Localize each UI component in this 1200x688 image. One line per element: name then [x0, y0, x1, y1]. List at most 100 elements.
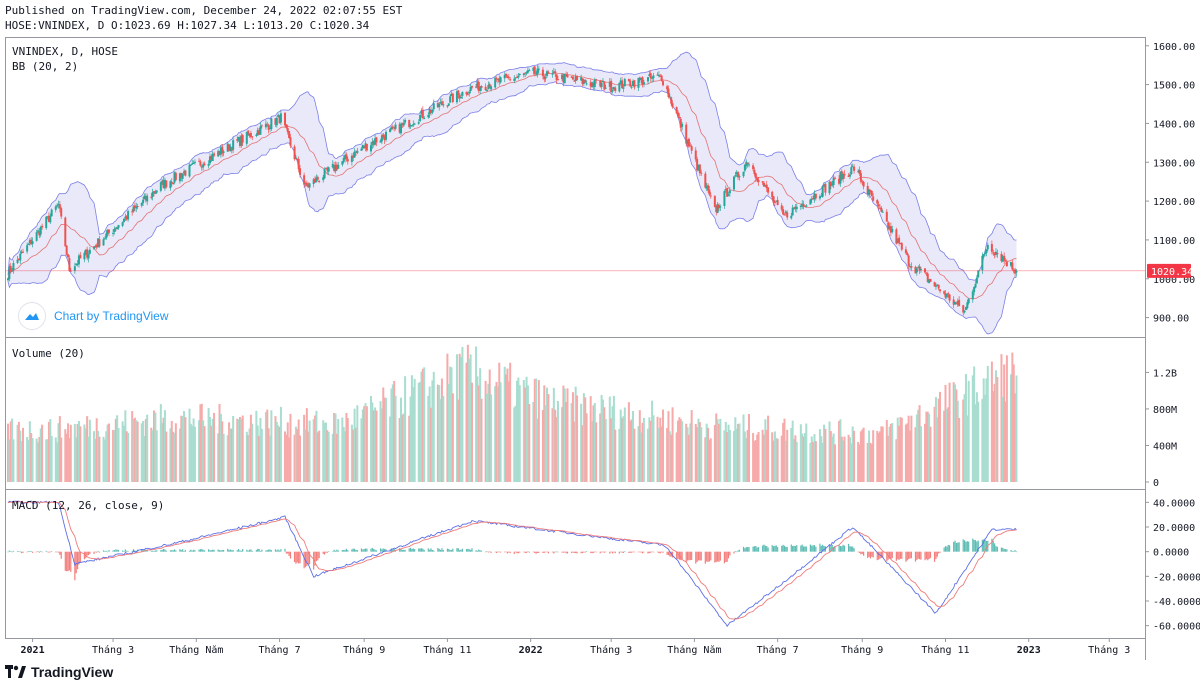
volume-bar — [686, 427, 689, 482]
candle-body — [591, 82, 594, 88]
candle-body — [623, 79, 626, 87]
volume-bar — [57, 423, 60, 482]
volume-bar — [331, 433, 334, 482]
macd-histogram-bar — [834, 545, 836, 552]
macd-histogram-bar — [414, 549, 416, 552]
macd-histogram-bar — [783, 545, 786, 552]
macd-line — [7, 500, 1017, 628]
candle-body — [1014, 269, 1017, 274]
candle-body — [211, 153, 214, 162]
macd-histogram-bar — [221, 550, 223, 552]
volume-bars — [7, 344, 1018, 482]
macd-histogram-bar — [822, 544, 824, 552]
candle-body — [524, 72, 527, 74]
candle-body — [670, 97, 673, 104]
macd-histogram-bar — [599, 551, 601, 554]
macd-histogram-bar — [393, 548, 395, 552]
candle-body — [369, 145, 372, 152]
macd-histogram-bar — [843, 545, 846, 552]
volume-bar — [385, 397, 387, 482]
macd-histogram-bar — [793, 545, 795, 552]
candle-body — [436, 103, 439, 108]
volume-bar — [496, 386, 499, 482]
candle-body — [412, 124, 415, 126]
candle-body — [374, 138, 377, 145]
tradingview-brand[interactable]: TradingView — [5, 664, 113, 680]
macd-histogram-bar — [64, 551, 66, 571]
volume-bar — [752, 433, 755, 482]
macd-histogram-bar — [594, 551, 596, 553]
volume-bar — [627, 402, 630, 482]
candle-body — [401, 123, 404, 125]
candle-body — [178, 173, 181, 182]
candle-body — [47, 215, 50, 222]
macd-histogram-bar — [124, 549, 126, 552]
candle-body — [743, 164, 746, 171]
volume-bar — [790, 427, 793, 482]
volume-bar — [241, 415, 244, 482]
macd-histogram-bar — [288, 551, 290, 557]
volume-bar — [154, 412, 157, 482]
volume-bar — [981, 398, 984, 482]
volume-bar — [113, 430, 116, 482]
macd-histogram-bar — [418, 548, 420, 552]
candle-body — [488, 84, 491, 89]
candle-body — [117, 225, 120, 228]
macd-histogram-bar — [317, 551, 319, 561]
volume-bar — [637, 426, 640, 482]
macd-histogram-bar — [812, 545, 814, 552]
candle-body — [562, 74, 565, 83]
candle-body — [858, 170, 861, 174]
candle-body — [696, 159, 699, 171]
macd-histogram-bar — [108, 550, 110, 552]
volume-bar — [801, 433, 804, 482]
candle-body — [154, 192, 157, 194]
candle-body — [799, 205, 802, 208]
volume-bar — [58, 416, 61, 482]
candle-body — [964, 306, 967, 310]
candle-body — [866, 186, 869, 194]
volume-bar — [16, 424, 19, 482]
macd-histogram-bar — [183, 550, 185, 552]
volume-bar — [230, 428, 233, 482]
candle-body — [910, 266, 913, 268]
volume-bar — [919, 426, 922, 482]
macd-histogram-bar — [422, 548, 424, 552]
volume-bar — [690, 410, 693, 482]
macd-pane[interactable] — [5, 489, 1146, 639]
macd-histogram-bar — [726, 551, 728, 562]
x-axis-label: Tháng 11 — [921, 644, 969, 656]
volume-bar — [623, 407, 626, 482]
macd-histogram-bar — [513, 551, 515, 554]
macd-histogram-bar — [154, 550, 156, 552]
macd-histogram-bar — [706, 551, 708, 562]
x-axis-label: 2021 — [21, 645, 45, 656]
volume-bar — [910, 415, 913, 482]
macd-histogram-bar — [450, 549, 453, 552]
macd-histogram-bar — [992, 540, 994, 552]
macd-histogram-bar — [771, 545, 773, 552]
candle-body — [37, 230, 40, 232]
macd-histogram-bar — [966, 541, 968, 552]
macd-histogram-bar — [213, 549, 215, 552]
volume-bar — [677, 420, 680, 482]
macd-histogram-bar — [30, 550, 32, 552]
volume-bar — [518, 385, 521, 482]
macd-histogram-bar — [333, 549, 335, 552]
macd-histogram-bar — [841, 546, 843, 552]
candle-body — [662, 81, 665, 86]
tradingview-watermark[interactable]: Chart by TradingView — [18, 302, 169, 330]
volume-bar — [772, 440, 775, 482]
macd-histogram-bar — [332, 551, 334, 553]
macd-histogram-bar — [247, 550, 249, 552]
volume-bar — [544, 405, 547, 482]
macd-histogram-bar — [173, 549, 176, 552]
x-axis-label: Tháng 3 — [92, 644, 134, 656]
macd-histogram-bar — [650, 551, 652, 553]
volume-bar — [112, 429, 115, 482]
volume-bar — [859, 431, 862, 482]
volume-bar — [114, 418, 117, 482]
volume-bar — [833, 444, 836, 482]
macd-histogram-bar — [538, 551, 540, 553]
